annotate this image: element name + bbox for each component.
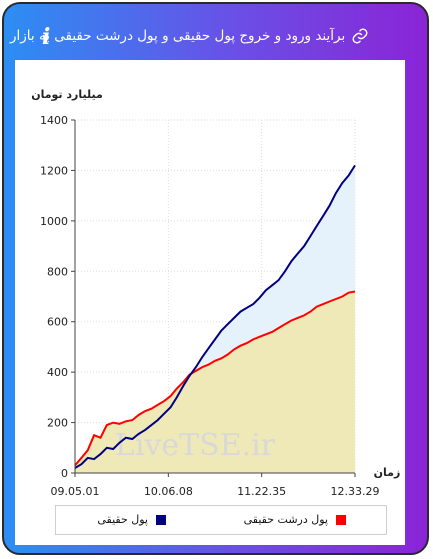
x-tick-label-1: 10.06.08 bbox=[144, 485, 193, 498]
legend-swatch-real bbox=[156, 514, 166, 525]
link-icon[interactable] bbox=[351, 27, 369, 45]
chart-card: LiveTSE.ir 0 200 400 600 800 1000 1200 1400 09.05… bbox=[15, 60, 405, 545]
y-tick-label-0: 0 bbox=[61, 467, 68, 480]
series-line-big-real bbox=[74, 290, 356, 467]
chart-svg: LiveTSE.ir 0 200 400 600 800 1000 1200 1400 09.05… bbox=[31, 88, 401, 498]
y-tick-label-3: 600 bbox=[47, 316, 68, 329]
widget-header: برآیند ورود و خروج پول حقیقی و پول درشت … bbox=[10, 14, 415, 58]
y-tick-label-2: 400 bbox=[47, 366, 68, 379]
x-tick-label-0: 09.05.01 bbox=[51, 485, 100, 498]
x-axis-title: زمان bbox=[374, 466, 401, 479]
widget-title: برآیند ورود و خروج پول حقیقی و پول درشت … bbox=[10, 28, 346, 44]
area-big-real bbox=[75, 291, 355, 473]
legend-label-real: پول حقیقی bbox=[97, 513, 148, 526]
x-tick-label-3: 12.33.29 bbox=[331, 485, 380, 498]
x-tick-label-2: 11.22.35 bbox=[237, 485, 286, 498]
chart-legend: پول درشت حقیقی پول حقیقی bbox=[55, 505, 387, 535]
y-tick-label-7: 1400 bbox=[40, 114, 68, 127]
watermark-text: LiveTSE.ir bbox=[115, 428, 276, 463]
legend-swatch-big-real bbox=[336, 514, 346, 525]
y-tick-label-6: 1200 bbox=[40, 164, 68, 177]
y-tick-label-5: 1000 bbox=[40, 215, 68, 228]
legend-item-big-real[interactable]: پول درشت حقیقی bbox=[244, 513, 346, 526]
legend-item-real[interactable]: پول حقیقی bbox=[97, 513, 166, 526]
series-line-real bbox=[74, 164, 356, 469]
y-tick-label-4: 800 bbox=[47, 265, 68, 278]
legend-label-big-real: پول درشت حقیقی bbox=[243, 513, 328, 526]
info-icon[interactable]: i bbox=[42, 24, 51, 50]
y-axis-title: میلیارد تومان bbox=[31, 88, 103, 101]
y-tick-label-1: 200 bbox=[47, 417, 68, 430]
